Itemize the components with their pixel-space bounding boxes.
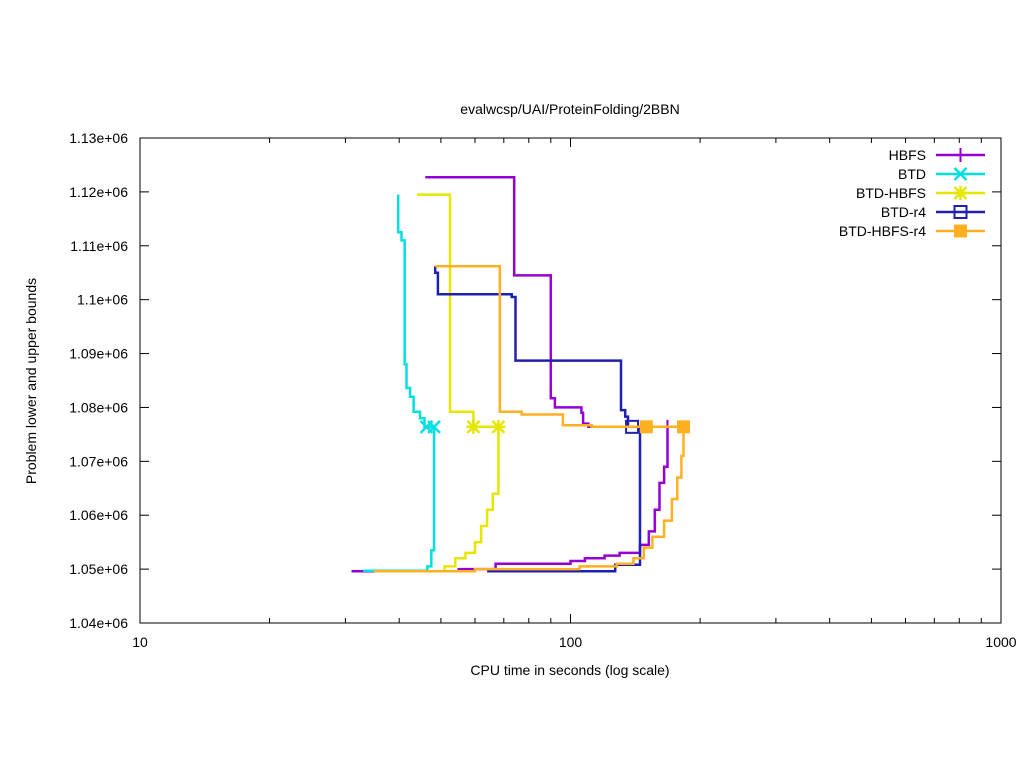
point-marker: [676, 420, 690, 434]
point-marker: [954, 224, 967, 238]
y-tick-label: 1.04e+06: [69, 615, 128, 631]
lower-bound-line: [374, 426, 500, 573]
legend: HBFS BTD BTD-HBFS BTD-r4 BTD-HBFS-r4: [839, 147, 985, 239]
chart-title: evalwcsp/UAI/ProteinFolding/2BBN: [460, 101, 679, 117]
series-btd-hbfs-r4: [374, 265, 690, 573]
x-tick-label: 100: [559, 634, 583, 650]
lower-bound-line: [351, 426, 669, 573]
y-tick-label: 1.06e+06: [69, 507, 128, 523]
y-tick-label: 1.07e+06: [69, 453, 128, 469]
lower-bound-line: [374, 426, 685, 573]
x-tick-label: 1000: [985, 634, 1016, 650]
series-btd-r4: [433, 266, 642, 573]
legend-label: BTD: [898, 166, 926, 182]
legend-item: HBFS: [889, 147, 985, 163]
legend-label: BTD-HBFS: [856, 185, 926, 201]
series-hbfs: [351, 176, 675, 573]
y-tick-label: 1.05e+06: [69, 561, 128, 577]
upper-bound-line: [433, 266, 633, 429]
y-tick-label: 1.12e+06: [69, 184, 128, 200]
y-tick-label: 1.09e+06: [69, 346, 128, 362]
point-marker: [953, 167, 968, 181]
plot-frame: [139, 137, 1002, 624]
y-tick-label: 1.11e+06: [70, 238, 128, 254]
legend-item: BTD-HBFS-r4: [839, 223, 985, 239]
upper-bound-line: [396, 194, 433, 429]
series-layer: [351, 176, 690, 573]
point-marker: [639, 420, 653, 434]
point-marker: [427, 419, 441, 434]
legend-label: BTD-r4: [881, 204, 926, 220]
legend-label: BTD-HBFS-r4: [839, 223, 926, 239]
series-btd-hbfs: [374, 193, 506, 573]
y-tick-label: 1.08e+06: [69, 399, 128, 415]
lower-bound-line: [487, 426, 642, 573]
y-tick-label: 1.13e+06: [69, 130, 128, 146]
legend-item: BTD: [898, 166, 985, 182]
lower-bound-line: [363, 426, 436, 572]
x-axis-label: CPU time in seconds (log scale): [470, 662, 669, 678]
point-marker: [466, 419, 481, 434]
point-marker: [953, 186, 968, 200]
axes-layer: 10 100 1000 1.04e+06 1.05e+06 1.06e+06 1.07e+0…: [69, 130, 1017, 650]
legend-item: BTD-HBFS: [856, 185, 985, 201]
series-btd: [363, 194, 441, 572]
point-marker: [953, 205, 968, 219]
upper-bound-line: [435, 265, 684, 429]
upper-bound-line: [425, 176, 668, 429]
point-marker: [953, 148, 968, 162]
y-axis-label: Problem lower and upper bounds: [23, 278, 39, 484]
y-tick-label: 1.1e+06: [77, 292, 128, 308]
x-tick-label: 10: [132, 634, 148, 650]
point-marker: [491, 419, 506, 434]
upper-bound-line: [417, 193, 499, 429]
legend-item: BTD-r4: [881, 204, 985, 220]
legend-label: HBFS: [889, 147, 926, 163]
